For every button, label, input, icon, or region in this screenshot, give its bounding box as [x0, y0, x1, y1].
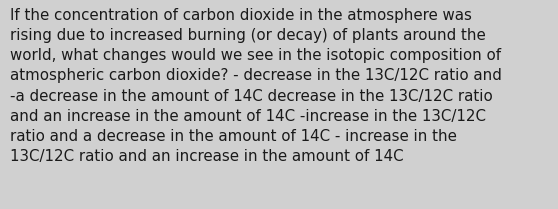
- Text: If the concentration of carbon dioxide in the atmosphere was
rising due to incre: If the concentration of carbon dioxide i…: [10, 8, 502, 164]
